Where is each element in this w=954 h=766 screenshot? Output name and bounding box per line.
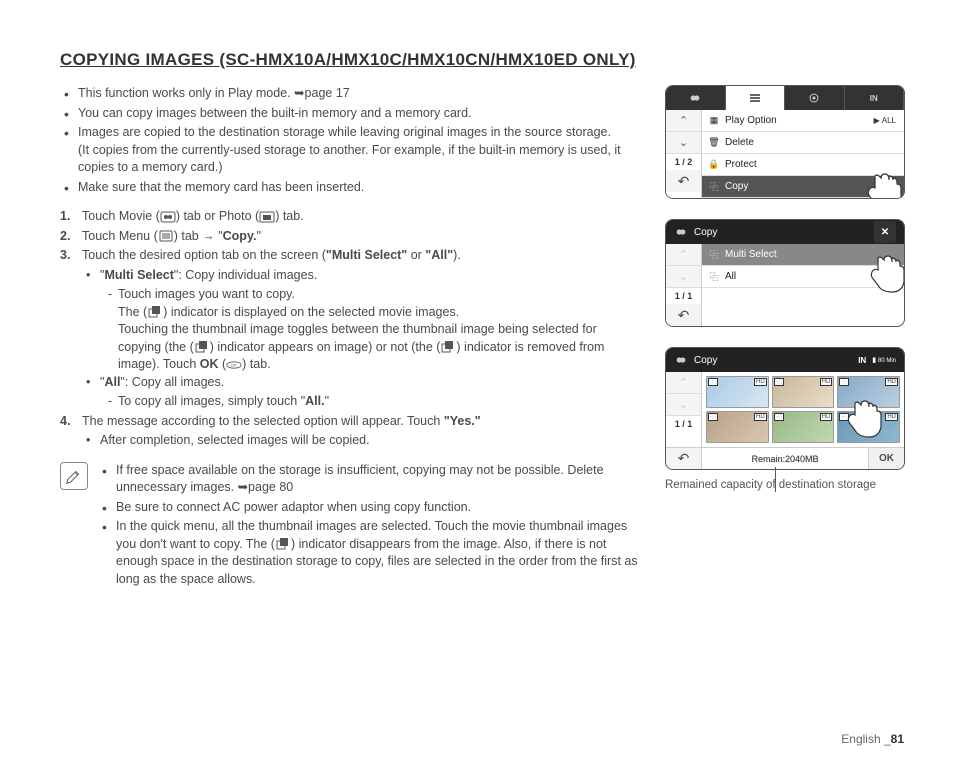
step-3: Touch the desired option tab on the scre… bbox=[60, 247, 640, 411]
ok-button[interactable]: OK bbox=[868, 448, 904, 469]
page-indicator: 1 / 2 bbox=[666, 154, 701, 170]
thumbnail[interactable]: ⿻ HD bbox=[772, 411, 835, 443]
device-screen-3: Copy IN ▮ 80 Min ⌃ ⌄ 1 / 1 ⿻ HD ⿻ HD ⿻ HD ⿻… bbox=[665, 347, 905, 470]
movie-icon bbox=[674, 226, 688, 238]
down-button[interactable]: ⌄ bbox=[666, 266, 701, 288]
bullet: Images are copied to the destination sto… bbox=[60, 124, 640, 177]
menu-protect[interactable]: 🔒Protect bbox=[702, 154, 904, 176]
hd-badge: HD bbox=[820, 378, 833, 386]
copy-indicator-icon bbox=[147, 306, 163, 318]
copy-indicator-icon: ⿻ bbox=[839, 378, 849, 386]
storage-tab[interactable]: IN bbox=[845, 86, 905, 110]
sub-multi-select: "Multi Select": Copy individual images. … bbox=[82, 267, 640, 374]
hd-badge: HD bbox=[885, 378, 898, 386]
thumbnail[interactable]: ⿻ HD bbox=[837, 376, 900, 408]
sub-completion: After completion, selected images will b… bbox=[82, 432, 640, 450]
back-button[interactable]: ↶ bbox=[666, 170, 701, 192]
copy-indicator-icon bbox=[440, 341, 456, 353]
sub-dash: To copy all images, simply touch "All." bbox=[100, 393, 640, 411]
time-remaining: ▮ 80 Min bbox=[872, 356, 896, 364]
note-pencil-icon bbox=[60, 462, 88, 490]
bullet: Make sure that the memory card has been … bbox=[60, 179, 640, 197]
close-button[interactable]: ✕ bbox=[874, 221, 896, 243]
step-4: The message according to the selected op… bbox=[60, 413, 640, 450]
hd-badge: HD bbox=[754, 378, 767, 386]
note-bullet: Be sure to connect AC power adaptor when… bbox=[98, 499, 640, 517]
note-bullet: If free space available on the storage i… bbox=[98, 462, 640, 497]
copy-indicator-icon: ⿻ bbox=[774, 413, 784, 421]
body-text: This function works only in Play mode. ➥… bbox=[60, 85, 640, 602]
leader-line bbox=[775, 467, 776, 492]
hd-badge: HD bbox=[754, 413, 767, 421]
hd-badge: HD bbox=[820, 413, 833, 421]
thumbnail[interactable]: ⿻ HD bbox=[706, 411, 769, 443]
thumbnail[interactable]: ⿻ HD bbox=[772, 376, 835, 408]
ok-icon: OK bbox=[226, 359, 242, 371]
up-button[interactable]: ⌃ bbox=[666, 372, 701, 394]
back-button[interactable]: ↶ bbox=[666, 448, 702, 470]
settings-tab[interactable] bbox=[785, 86, 845, 110]
svg-text:OK: OK bbox=[231, 362, 237, 367]
back-button[interactable]: ↶ bbox=[666, 304, 701, 326]
device-screen-1: IN ⌃ ⌄ 1 / 2 ↶ ▦Play Option▶ ALL 🗑Delete… bbox=[665, 85, 905, 199]
page-footer: English _81 bbox=[841, 732, 904, 746]
photo-icon bbox=[259, 211, 275, 223]
menu-tab[interactable] bbox=[726, 86, 786, 110]
copy-indicator-icon bbox=[194, 341, 210, 353]
up-button[interactable]: ⌃ bbox=[666, 110, 701, 132]
menu-all[interactable]: ⿻All bbox=[702, 266, 904, 288]
menu-copy[interactable]: ⿻Copy bbox=[702, 176, 904, 198]
page-title: COPYING IMAGES (SC-HMX10A/HMX10C/HMX10CN… bbox=[60, 50, 914, 70]
movie-icon bbox=[160, 211, 176, 223]
menu-delete[interactable]: 🗑Delete bbox=[702, 132, 904, 154]
menu-multi-select[interactable]: ⿻Multi Select bbox=[702, 244, 904, 266]
up-button[interactable]: ⌃ bbox=[666, 244, 701, 266]
copy-indicator-icon: ⿻ bbox=[774, 378, 784, 386]
remain-capacity: Remain:2040MB bbox=[702, 454, 868, 464]
step-1: Touch Movie () tab or Photo () tab. bbox=[60, 208, 640, 226]
movie-icon bbox=[674, 354, 688, 366]
bullet: This function works only in Play mode. ➥… bbox=[60, 85, 640, 103]
sub-dash: Touch images you want to copy. The () in… bbox=[100, 286, 640, 374]
copy-indicator-icon bbox=[275, 538, 291, 550]
page-indicator: 1 / 1 bbox=[666, 416, 701, 432]
bullet: You can copy images between the built-in… bbox=[60, 105, 640, 123]
thumbnail[interactable]: ⿻ HD bbox=[837, 411, 900, 443]
storage-in-icon: IN bbox=[858, 356, 866, 365]
thumbnail[interactable]: ⿻ HD bbox=[706, 376, 769, 408]
down-button[interactable]: ⌄ bbox=[666, 394, 701, 416]
caption: Remained capacity of destination storage bbox=[665, 478, 905, 493]
screen-title: Copy bbox=[694, 227, 717, 238]
hd-badge: HD bbox=[885, 413, 898, 421]
device-screen-2: Copy ✕ ⌃ ⌄ 1 / 1 ↶ ⿻Multi Select ⿻All bbox=[665, 219, 905, 327]
copy-indicator-icon: ⿻ bbox=[708, 413, 718, 421]
step-2: Touch Menu () tab → "Copy." bbox=[60, 228, 640, 246]
copy-indicator-icon: ⿻ bbox=[708, 378, 718, 386]
page-indicator: 1 / 1 bbox=[666, 288, 701, 304]
screen-title: Copy bbox=[694, 355, 717, 366]
sub-all: "All": Copy all images. To copy all imag… bbox=[82, 374, 640, 411]
note-bullet: In the quick menu, all the thumbnail ima… bbox=[98, 518, 640, 588]
menu-icon bbox=[158, 230, 174, 242]
down-button[interactable]: ⌄ bbox=[666, 132, 701, 154]
menu-play-option[interactable]: ▦Play Option▶ ALL bbox=[702, 110, 904, 132]
copy-indicator-icon: ⿻ bbox=[839, 413, 849, 421]
movie-tab[interactable] bbox=[666, 86, 726, 110]
